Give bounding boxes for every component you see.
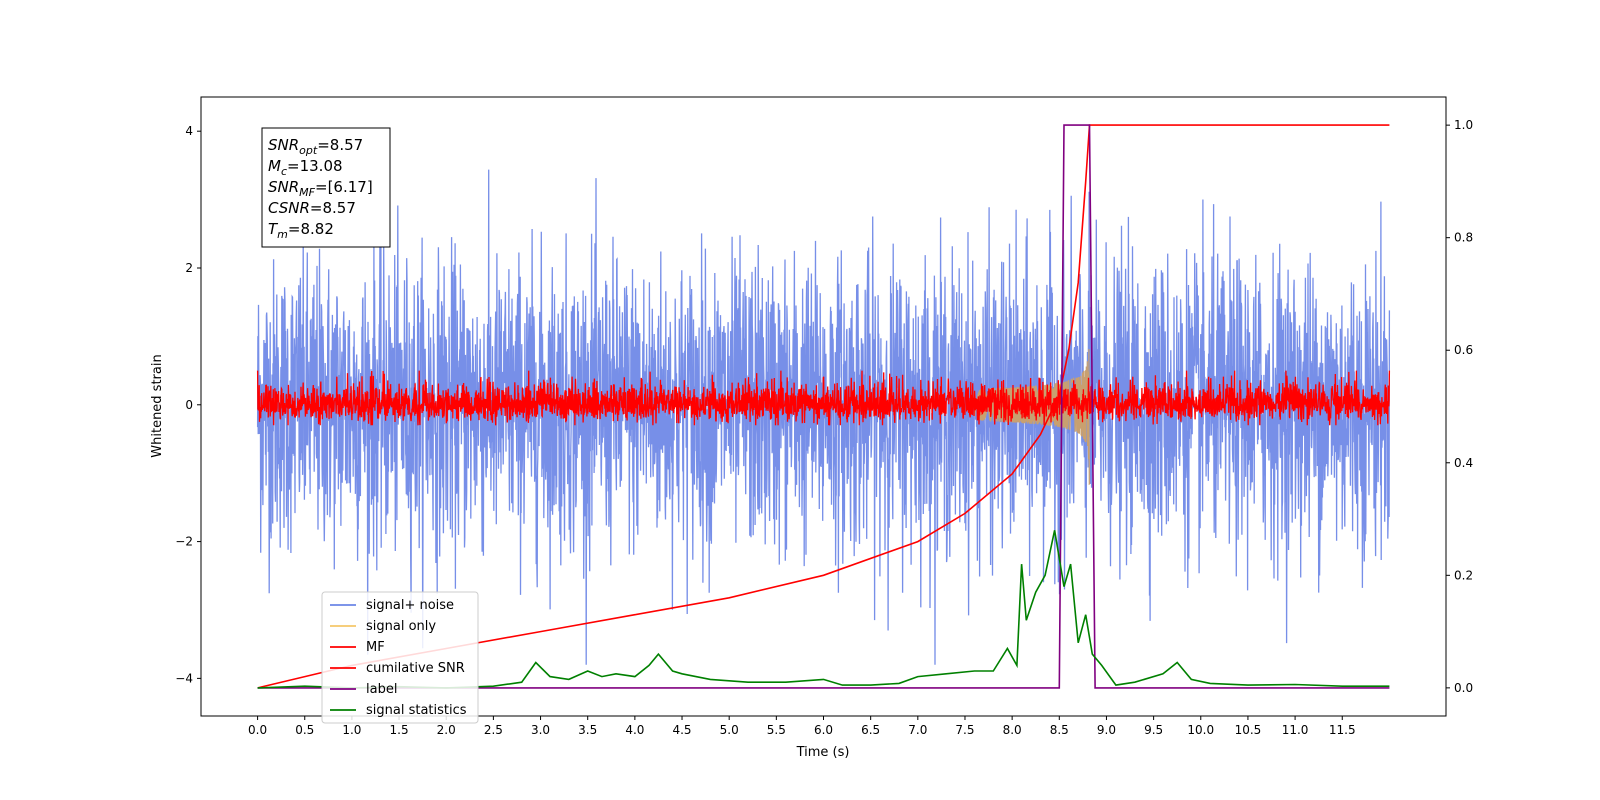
x-tick-label: 2.5: [484, 723, 503, 737]
x-tick-label: 5.0: [720, 723, 739, 737]
y2-tick-label: 0.8: [1454, 231, 1473, 245]
y2-tick-label: 1.0: [1454, 118, 1473, 132]
legend-entry-label: cumilative SNR: [366, 661, 465, 676]
x-axis: 0.0 0.5 1.0 1.5 2.0 2.5 3.0 3.5 4.0 4.5 5.0 5.5 6.0 6…: [248, 716, 1356, 737]
x-tick-label: 6.0: [814, 723, 833, 737]
annotation-line: Mc=13.08: [268, 157, 343, 178]
legend-frame: [321, 591, 479, 724]
x-tick-label: 3.0: [531, 723, 550, 737]
x-tick-label: 10.5: [1235, 723, 1262, 737]
x-tick-label: 4.5: [672, 723, 691, 737]
legend-entry-label: MF: [366, 640, 385, 655]
y-axis-label: Whitened strain: [150, 354, 165, 457]
x-tick-label: 11.0: [1282, 723, 1309, 737]
legend-entry-label: signal+ noise: [366, 598, 454, 613]
annotation-frame: [261, 127, 391, 248]
annotation-line: Tm=8.82: [268, 220, 334, 241]
x-tick-label: 11.5: [1329, 723, 1356, 737]
annotation-line: SNRopt=8.57: [268, 136, 363, 157]
x-tick-label: 4.0: [625, 723, 644, 737]
x-tick-label: 3.5: [578, 723, 597, 737]
y2-tick-label: 0.0: [1454, 681, 1473, 695]
x-tick-label: 7.0: [908, 723, 927, 737]
x-tick-label: 0.0: [248, 723, 267, 737]
x-tick-label: 10.0: [1187, 723, 1214, 737]
x-tick-label: 1.5: [390, 723, 409, 737]
legend-entry-label: label: [366, 682, 397, 697]
x-tick-label: 7.5: [955, 723, 974, 737]
y-tick-label: 0: [185, 398, 193, 412]
y-tick-label: 4: [185, 124, 193, 138]
x-tick-label: 0.5: [295, 723, 314, 737]
legend-entry-label: signal only: [366, 619, 436, 634]
x-tick-label: 9.0: [1097, 723, 1116, 737]
annotation-box: SNRopt=8.57Mc=13.08SNRMF=[6.17]CSNR=8.57…: [261, 127, 391, 248]
series-mf: [256, 370, 1391, 426]
x-tick-label: 5.5: [767, 723, 786, 737]
y-tick-label: −2: [175, 535, 193, 549]
legend: signal+ noise signal only MF cumilative SNR…: [321, 591, 479, 724]
y2-tick-label: 0.2: [1454, 568, 1473, 582]
x-tick-label: 1.0: [342, 723, 361, 737]
x-tick-label: 8.0: [1003, 723, 1022, 737]
x-tick-label: 2.0: [437, 723, 456, 737]
y-tick-label: −4: [175, 671, 193, 685]
x-axis-label: Time (s): [796, 745, 850, 760]
series-label: [257, 124, 1390, 689]
annotation-line: CSNR=8.57: [268, 199, 356, 217]
y-tick-label: 2: [185, 261, 193, 275]
x-tick-label: 8.5: [1050, 723, 1069, 737]
legend-entry-label: signal statistics: [366, 703, 467, 718]
series-signal-noise: [256, 169, 1391, 665]
x-tick-label: 9.5: [1144, 723, 1163, 737]
y2-tick-label: 0.4: [1454, 456, 1473, 470]
series-signal-statistics: [257, 530, 1390, 689]
x-tick-label: 6.5: [861, 723, 880, 737]
y-axis-left: −4 −2 0 2 4: [175, 124, 201, 685]
y2-tick-label: 0.6: [1454, 343, 1473, 357]
y-axis-right: 0.0 0.2 0.4 0.6 0.8 1.0: [1446, 118, 1473, 695]
annotation-line: SNRMF=[6.17]: [268, 178, 373, 199]
